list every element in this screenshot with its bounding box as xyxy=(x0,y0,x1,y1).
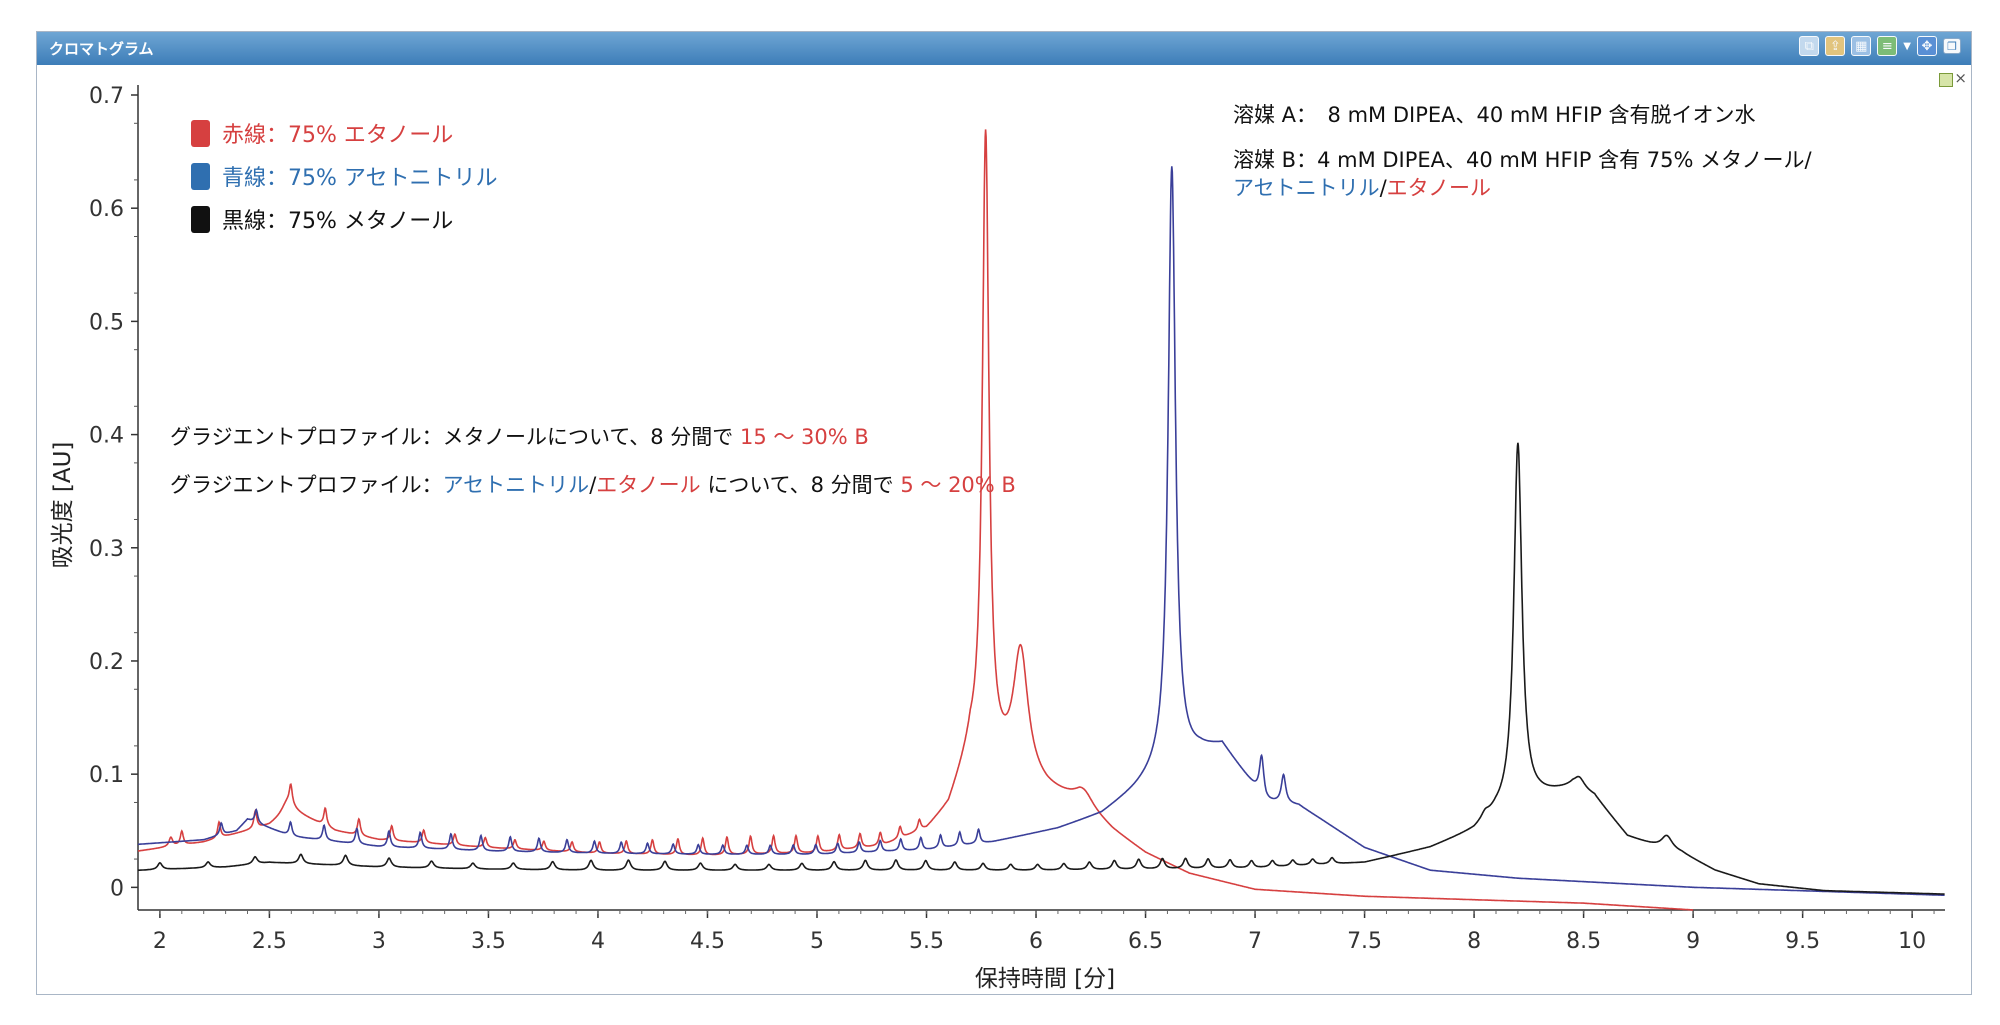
gradient1-range: 15 ～ 30% B xyxy=(740,425,869,449)
gradient2-acetonitrile: アセトニトリル xyxy=(443,473,590,497)
y-tick-label: 0.4 xyxy=(89,424,124,449)
legend-swatch-blue xyxy=(191,163,210,190)
gradient2-prefix: グラジエントプロファイル： xyxy=(170,473,443,497)
x-tick-label: 3 xyxy=(372,929,386,954)
export-icon[interactable]: ⇪ xyxy=(1825,36,1846,56)
legend-swatch-black xyxy=(191,206,210,233)
chart-series xyxy=(137,129,1945,911)
gradient2-range: 5 ～ 20% B xyxy=(900,473,1015,497)
y-axis-title: 吸光度 [AU] xyxy=(50,442,76,569)
chevron-down-icon[interactable]: ▼ xyxy=(1903,40,1911,52)
gradient1-prefix: グラジエントプロファイル：メタノールについて、8 分間で xyxy=(170,425,740,449)
x-tick-label: 2 xyxy=(153,929,167,954)
y-tick-label: 0.5 xyxy=(89,310,124,335)
black-methanol-trace xyxy=(137,442,1945,895)
copy-icon[interactable]: ⧉ xyxy=(1799,36,1820,56)
y-tick-label: 0.7 xyxy=(89,84,124,109)
x-tick-label: 9 xyxy=(1686,929,1700,954)
window-titlebar: クロマトグラム ⧉ ⇪ ▦ ≡ ▼ ✥ ❐ xyxy=(37,32,1971,65)
x-tick-label: 4.5 xyxy=(690,929,725,954)
solvent-b-slash: / xyxy=(1380,176,1388,200)
red-ethanol-trace xyxy=(137,129,1694,911)
close-icon[interactable]: × xyxy=(1954,69,1967,87)
solvent-b-ethanol: エタノール xyxy=(1387,176,1491,200)
x-tick-label: 2.5 xyxy=(252,929,287,954)
move-icon[interactable]: ✥ xyxy=(1917,36,1937,56)
chart-axes: 0 0.1 0.2 0.3 0.4 0.5 0.6 0.7 2 2.5 3 3.5 4 4.5 5 5.5 6 6… xyxy=(89,84,1945,954)
gradient2-mid: について、8 分間で xyxy=(701,473,901,497)
x-tick-label: 6.5 xyxy=(1128,929,1163,954)
x-tick-label: 7.5 xyxy=(1347,929,1382,954)
toolbar: ⧉ ⇪ ▦ ≡ ▼ ✥ ❐ xyxy=(1799,36,1961,56)
x-axis-title: 保持時間 [分] xyxy=(975,966,1115,992)
layers-icon[interactable]: ≡ xyxy=(1877,36,1898,56)
pin-icon[interactable] xyxy=(1939,73,1953,87)
gradient-annotation-acn-etoh: グラジエントプロファイル：アセトニトリル/エタノール について、8 分間で 5 … xyxy=(170,473,1016,497)
gradient2-slash: / xyxy=(589,473,597,497)
y-tick-label: 0.6 xyxy=(89,197,124,222)
x-tick-label: 6 xyxy=(1029,929,1043,954)
x-tick-label: 4 xyxy=(591,929,605,954)
gradient2-ethanol: エタノール xyxy=(596,473,700,497)
restore-icon[interactable]: ❐ xyxy=(1943,38,1961,54)
solvent-b-acetonitrile: アセトニトリル xyxy=(1233,176,1380,200)
solvent-b-annotation-line2: アセトニトリル/エタノール xyxy=(1233,176,1491,200)
x-tick-label: 10 xyxy=(1898,929,1926,954)
legend-entry-blue: 青線：75% アセトニトリル xyxy=(222,166,497,191)
x-tick-label: 9.5 xyxy=(1785,929,1820,954)
blue-acetonitrile-trace xyxy=(138,166,1945,896)
x-tick-label: 5.5 xyxy=(909,929,944,954)
legend-entry-red: 赤線：75% エタノール xyxy=(222,123,453,148)
x-tick-label: 7 xyxy=(1248,929,1262,954)
x-tick-label: 5 xyxy=(810,929,824,954)
x-tick-label: 8 xyxy=(1467,929,1481,954)
y-tick-label: 0 xyxy=(110,876,124,901)
legend-entry-black: 黒線：75% メタノール xyxy=(222,209,453,234)
y-tick-label: 0.1 xyxy=(89,763,124,788)
gradient-annotation-methanol: グラジエントプロファイル：メタノールについて、8 分間で 15 ～ 30% B xyxy=(170,425,869,449)
x-tick-label: 3.5 xyxy=(471,929,506,954)
y-tick-label: 0.2 xyxy=(89,650,124,675)
x-tick-label: 8.5 xyxy=(1566,929,1601,954)
window-title: クロマトグラム xyxy=(49,40,154,58)
solvent-b-annotation: 溶媒 B：4 mM DIPEA、40 mM HFIP 含有 75% メタノール/ xyxy=(1233,148,1812,172)
chart-legend: 赤線：75% エタノール 青線：75% アセトニトリル 黒線：75% メタノール xyxy=(191,120,497,234)
legend-swatch-red xyxy=(191,120,210,147)
table-icon[interactable]: ▦ xyxy=(1851,36,1872,56)
solvent-a-annotation: 溶媒 A： 8 mM DIPEA、40 mM HFIP 含有脱イオン水 xyxy=(1233,103,1756,127)
y-tick-label: 0.3 xyxy=(89,537,124,562)
